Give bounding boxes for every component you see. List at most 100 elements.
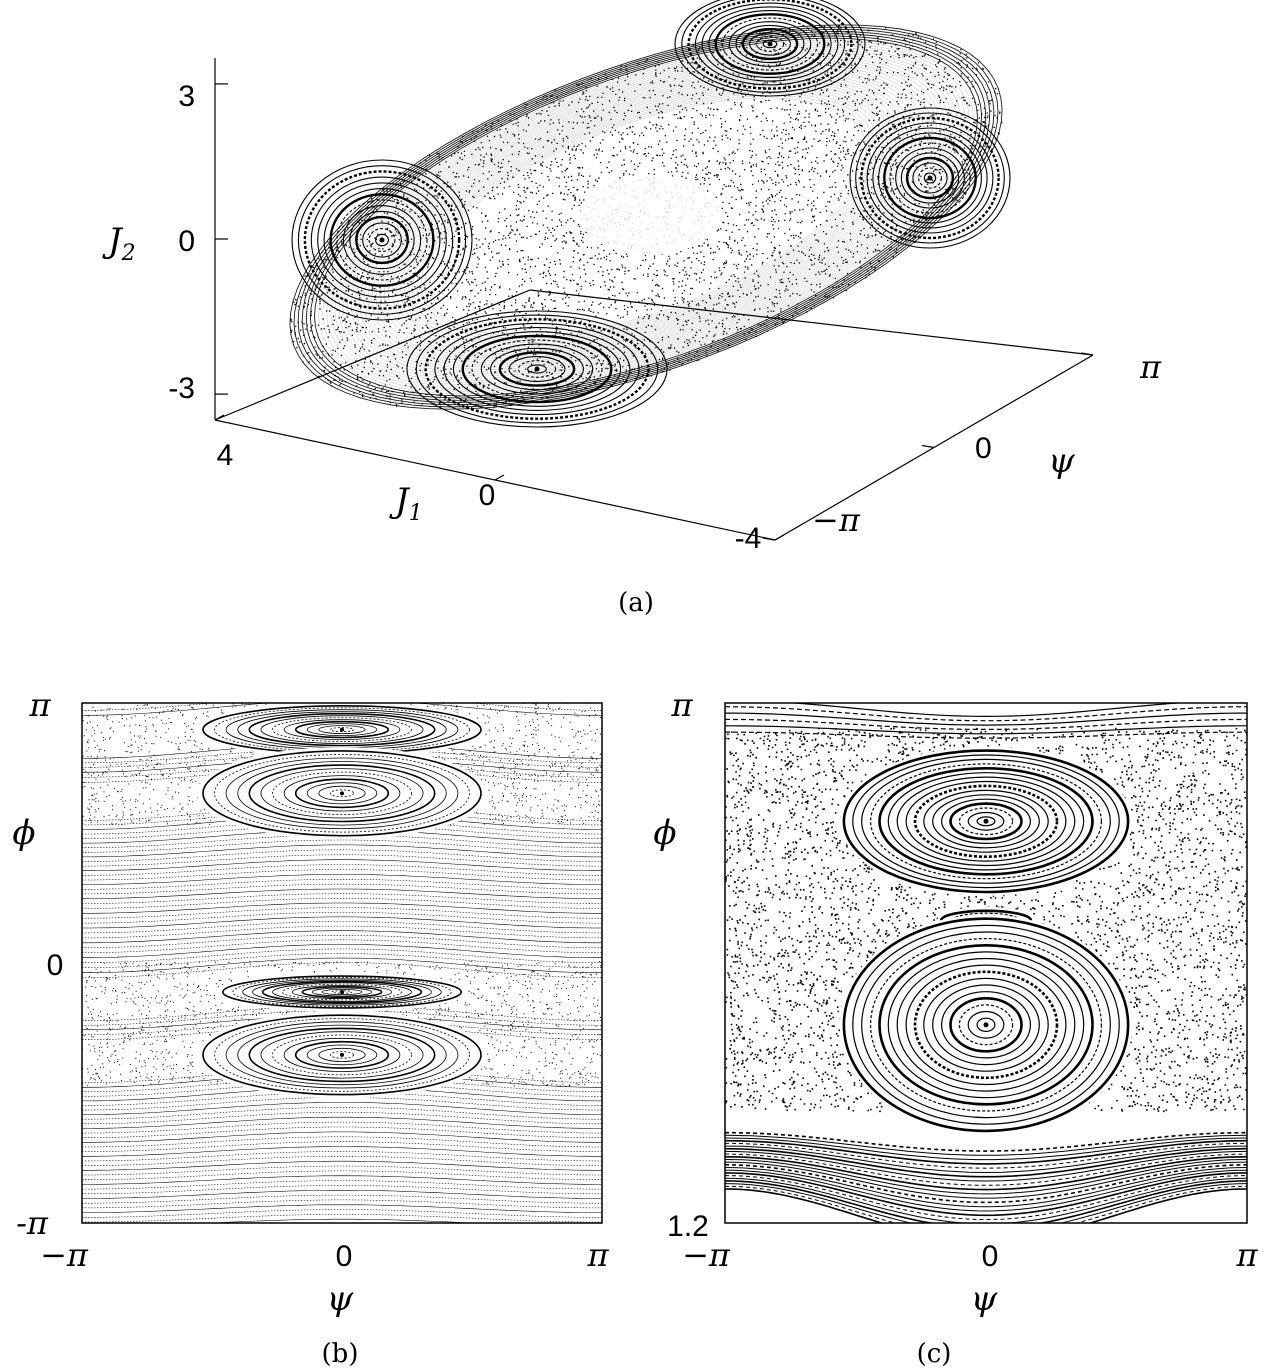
panel-a-z-tick-label: π bbox=[1139, 348, 1162, 386]
panel-a-island-orbit bbox=[878, 132, 982, 224]
panel-a-island-orbit bbox=[508, 356, 566, 382]
panel-b-rotational-orbit bbox=[82, 1204, 602, 1213]
panel-b-island bbox=[216, 972, 468, 1012]
panel-b-rotational-orbit bbox=[82, 935, 602, 949]
panel-a-island-orbit bbox=[895, 147, 965, 209]
panel-c-island-orbit bbox=[940, 798, 1031, 845]
panel-c-island-centre bbox=[983, 1022, 989, 1028]
panel-a-island-orbit bbox=[368, 228, 396, 252]
panel-b-y-tick-label: 0 bbox=[47, 949, 64, 982]
panel-a-back-axis-2 bbox=[529, 289, 1094, 356]
panel-b-rotational-orbit bbox=[82, 854, 602, 867]
panel-b-island-orbit bbox=[283, 719, 401, 740]
panel-a-outer-orbit bbox=[330, 46, 962, 388]
panel-b-island-orbit bbox=[242, 978, 442, 1006]
panel-b-rotational-orbit bbox=[82, 1151, 602, 1162]
panel-b-island bbox=[196, 746, 488, 840]
panel-b-rotational-orbit bbox=[82, 1136, 602, 1148]
panel-a-island-orbit bbox=[900, 152, 960, 204]
panel-c-points bbox=[725, 703, 1247, 1223]
panel-b-rotational-orbit bbox=[82, 957, 602, 973]
panel-c-island-orbit bbox=[861, 931, 1111, 1119]
panel-c-island-orbit bbox=[869, 938, 1102, 1112]
panel-a-island-centre bbox=[767, 41, 773, 47]
panel-b-rotational-orbit bbox=[82, 911, 602, 924]
panel-a-island-orbit bbox=[452, 331, 622, 407]
panel-c-rotational-orbit bbox=[725, 712, 1247, 726]
panel-c: π 1.2 −π 0 π ϕ ψ (c) bbox=[653, 686, 1258, 1369]
panel-a-x-tick bbox=[494, 474, 505, 481]
panel-a-empty-region bbox=[580, 175, 720, 255]
panel-b-points bbox=[82, 703, 602, 1223]
panel-c-rotational-orbit bbox=[725, 706, 1247, 722]
panel-b-island-orbit bbox=[283, 775, 401, 812]
panel-a-z-tick bbox=[1080, 352, 1094, 356]
panel-b-rotational-orbit bbox=[82, 888, 602, 899]
panel-a-ylabel: J2 bbox=[102, 221, 136, 266]
panel-a-chaotic-sea bbox=[290, 25, 1003, 409]
panel-b-island-centre bbox=[340, 989, 344, 994]
panel-a-island-orbit bbox=[490, 347, 584, 391]
panel-b-rotational-orbit bbox=[82, 1116, 602, 1129]
panel-b-ylabel: ϕ bbox=[12, 813, 35, 853]
panel-a-island-orbit bbox=[708, 10, 832, 78]
panel-c-rotational-orbit bbox=[725, 1139, 1247, 1165]
panel-a-island-centre bbox=[534, 366, 540, 372]
panel-a-outer-orbit bbox=[326, 44, 966, 390]
panel-b-rotational-orbit bbox=[82, 1121, 602, 1134]
panel-b-rotational-orbit bbox=[82, 1126, 602, 1138]
panel-c-island-orbit bbox=[913, 970, 1059, 1080]
panel-b-rotational-orbit bbox=[82, 939, 602, 954]
panel-b-island-orbit bbox=[214, 754, 470, 833]
panel-a-island-orbit bbox=[889, 142, 971, 214]
panel-a-island-orbit bbox=[517, 360, 557, 378]
panel-c-rotational-orbit bbox=[725, 1150, 1247, 1182]
panel-b-rotational-orbit bbox=[82, 869, 602, 881]
panel-b-rotational-orbit bbox=[82, 1190, 602, 1199]
panel-a-island-orbit bbox=[349, 210, 415, 270]
panel-a: 3 0 -3 4 0 -4 π 0 −π J2 J1 ψ (a) bbox=[102, 0, 1162, 618]
panel-b-x-tick-label: 0 bbox=[336, 1240, 353, 1273]
panel-b-rotational-orbit bbox=[82, 844, 602, 858]
panel-c-island-orbit bbox=[958, 1004, 1014, 1046]
panel-a-island-orbit bbox=[323, 188, 441, 292]
panel-a-island-orbit bbox=[714, 13, 826, 75]
panel-b-island-orbit bbox=[202, 1014, 482, 1096]
panel-b-island-orbit bbox=[260, 715, 424, 744]
panel-b-rotational-orbit bbox=[82, 953, 602, 968]
panel-b-rotational-orbit bbox=[82, 1194, 602, 1204]
panel-b-island-centre bbox=[340, 1052, 344, 1057]
panel-c-island-orbit bbox=[878, 766, 1094, 876]
panel-c-rotational-orbit bbox=[725, 1145, 1247, 1174]
panel-b-rotational-orbit bbox=[82, 902, 602, 914]
panel-a-x-tick-label: 0 bbox=[479, 479, 496, 512]
panel-b-xlabel: ψ bbox=[327, 1279, 354, 1319]
panel-c-island-orbit bbox=[932, 984, 1040, 1066]
panel-b-island-orbit bbox=[237, 761, 447, 826]
panel-b-rotational-orbit bbox=[82, 1102, 602, 1115]
panel-c-island-orbit bbox=[896, 776, 1076, 867]
panel-b-rotational-orbit bbox=[82, 859, 602, 871]
panel-a-outer-orbit bbox=[404, 86, 888, 348]
panel-a-caption: (a) bbox=[618, 588, 654, 618]
panel-a-z-tick-label: 0 bbox=[975, 432, 992, 465]
panel-b-rotational-orbit bbox=[82, 703, 602, 716]
panel-c-x-tick-label: π bbox=[1235, 1236, 1258, 1274]
panel-a-island-orbit bbox=[342, 205, 422, 275]
panel-b-island-orbit bbox=[329, 727, 354, 732]
panel-a-island-orbit bbox=[905, 156, 955, 200]
panel-a-z-tick bbox=[762, 537, 776, 541]
panel-a-outer-orbit bbox=[412, 91, 880, 343]
panel-a-island-orbit bbox=[860, 116, 1000, 240]
panel-b-rotational-orbit bbox=[82, 864, 602, 876]
panel-a-island-orbit bbox=[872, 127, 988, 229]
panel-b-island-orbit bbox=[318, 1047, 366, 1062]
panel-c-island-orbit bbox=[967, 811, 1005, 831]
panel-b-island-orbit bbox=[283, 1037, 401, 1072]
panel-b-island-orbit bbox=[318, 785, 366, 801]
panel-b-frame bbox=[81, 702, 603, 1224]
panel-c-rotational-orbit bbox=[725, 1161, 1247, 1199]
panel-a-island-orbit bbox=[849, 107, 1011, 249]
panel-b-rotational-orbit bbox=[82, 1170, 602, 1180]
panel-a-outer-orbit bbox=[305, 33, 987, 401]
